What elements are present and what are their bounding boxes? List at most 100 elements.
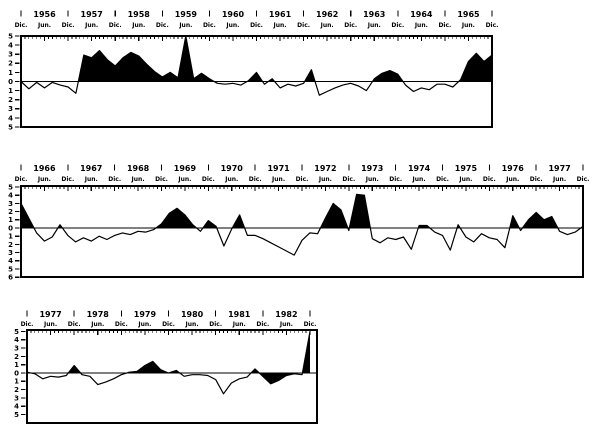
y-tick-label: 0 [8, 224, 13, 232]
y-tick-label: 5 [8, 32, 13, 40]
month-label: Jun. [84, 176, 98, 183]
month-label: Dic. [21, 321, 34, 328]
y-tick-label: 2 [8, 96, 13, 104]
month-label: Dic. [342, 176, 355, 183]
month-label: Jun. [137, 321, 151, 328]
month-label: Jun. [224, 176, 238, 183]
y-tick-label: 1 [14, 378, 19, 386]
year-label: 1980 [181, 310, 204, 319]
month-label: Jun. [505, 176, 519, 183]
month-label: Dic. [209, 321, 222, 328]
chart-panel-1966-1977: Dic. Jun. Dic. Jun. Dic. Jun. Dic. Jun. Dic. Jun.… [8, 164, 589, 282]
month-label: Dic. [577, 176, 590, 183]
y-tick-label: 2 [8, 60, 13, 68]
y-tick-label: 4 [14, 403, 19, 411]
month-label: Jun. [318, 176, 332, 183]
y-tick-label: 0 [14, 369, 19, 377]
y-tick-label: 6 [8, 274, 13, 282]
month-label: Jun. [90, 321, 104, 328]
y-tick-label: 1 [8, 87, 13, 95]
month-label: Dic. [256, 321, 269, 328]
year-label: 1976 [502, 164, 525, 173]
month-label: Jun. [84, 22, 98, 29]
month-label: Jun. [365, 176, 379, 183]
negative-anomaly-fill [254, 373, 295, 384]
month-label: Jun. [232, 321, 246, 328]
y-tick-label: 1 [8, 69, 13, 77]
year-label: 1972 [314, 164, 336, 173]
month-label: Dic. [438, 22, 451, 29]
year-label: 1973 [361, 164, 383, 173]
month-label: Dic. [115, 321, 128, 328]
year-label: 1958 [128, 10, 151, 19]
year-row: 1977 1978 1979 1980 1981 1982 [26, 310, 311, 319]
year-label: 1977 [39, 310, 61, 319]
year-label: 1975 [455, 164, 478, 173]
year-label: 1981 [228, 310, 251, 319]
year-label: 1965 [457, 10, 480, 19]
month-label: Jun. [177, 176, 191, 183]
chart-panel-1977-1982: Dic. Jun. Dic. Jun. Dic. Jun. Dic. Jun. Dic. Jun.… [14, 310, 318, 424]
y-tick-label: 5 [8, 123, 13, 131]
chart-panel-1956-1965: Dic. Jun. Dic. Jun. Dic. Jun. Dic. Jun. Dic. Jun.… [8, 10, 498, 131]
y-tick-label: 3 [8, 249, 13, 257]
y-tick-label: 2 [14, 386, 19, 394]
month-label: Jun. [320, 22, 334, 29]
year-label: 1968 [127, 164, 150, 173]
y-tick-label: 4 [8, 257, 13, 265]
month-label: Jun. [461, 22, 475, 29]
month-label: Jun. [458, 176, 472, 183]
year-label: 1977 [548, 164, 570, 173]
month-label: Dic. [250, 22, 263, 29]
year-row: 1956 1957 1958 1959 1960 1961 1962 1963 1964 1965 [20, 10, 493, 19]
month-label: Dic. [304, 321, 317, 328]
y-tick-label: 3 [8, 105, 13, 113]
y-tick-label: 4 [8, 42, 13, 50]
month-label: Dic. [15, 22, 28, 29]
year-label: 1974 [408, 164, 431, 173]
month-label: Dic. [15, 176, 28, 183]
year-label: 1969 [174, 164, 197, 173]
year-label: 1978 [87, 310, 110, 319]
y-tick-label: 3 [14, 345, 19, 353]
month-label: Dic. [483, 176, 496, 183]
month-label: Dic. [156, 22, 169, 29]
anomaly-curve [20, 35, 493, 96]
y-tick-label: 1 [8, 216, 13, 224]
month-label: Jun. [367, 22, 381, 29]
month-label: Dic. [162, 321, 175, 328]
month-label: Jun. [37, 22, 51, 29]
month-label: Jun. [185, 321, 199, 328]
y-tick-label: 5 [8, 183, 13, 191]
positive-anomaly-fill [27, 331, 310, 373]
month-label: Jun. [43, 321, 57, 328]
month-label: Dic. [109, 22, 122, 29]
y-tick-label: 5 [8, 265, 13, 273]
year-label: 1979 [134, 310, 157, 319]
month-label: Dic. [62, 22, 75, 29]
anomaly-curve [26, 331, 311, 395]
month-label: Dic. [61, 176, 74, 183]
month-label: Jun. [273, 22, 287, 29]
month-label: Dic. [108, 176, 121, 183]
y-tick-label: 3 [8, 200, 13, 208]
anomaly-curve [20, 193, 584, 256]
y-tick-label: 4 [8, 192, 13, 200]
month-label: Dic. [68, 321, 81, 328]
y-tick-label: 1 [8, 233, 13, 241]
year-label: 1962 [316, 10, 338, 19]
y-tick-label: 3 [8, 51, 13, 59]
y-tick-label: 5 [14, 328, 19, 336]
year-label: 1982 [275, 310, 297, 319]
month-label: Jun. [131, 22, 145, 29]
year-row: 1966 1967 1968 1969 1970 1971 1972 1973 1974 1975… [20, 164, 584, 173]
year-label: 1966 [33, 164, 56, 173]
y-tick-label: 0 [8, 78, 13, 86]
year-label: 1963 [363, 10, 385, 19]
y-tick-label: 4 [8, 114, 13, 122]
month-label: Dic. [249, 176, 262, 183]
